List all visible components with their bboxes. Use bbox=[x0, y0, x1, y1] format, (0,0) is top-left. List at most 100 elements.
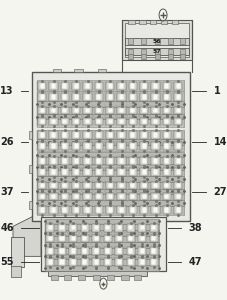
Bar bbox=[73, 158, 79, 164]
Bar bbox=[92, 224, 100, 232]
Text: 46: 46 bbox=[0, 223, 14, 233]
Bar bbox=[152, 158, 158, 164]
Bar bbox=[118, 132, 124, 138]
Bar bbox=[175, 169, 180, 175]
Bar bbox=[47, 248, 53, 254]
Bar bbox=[125, 38, 188, 45]
Bar bbox=[118, 158, 124, 164]
Bar bbox=[98, 69, 106, 72]
Bar bbox=[38, 82, 46, 90]
Bar bbox=[49, 168, 57, 176]
Bar bbox=[107, 183, 112, 188]
Bar bbox=[94, 206, 102, 214]
Bar bbox=[154, 38, 159, 44]
Bar bbox=[118, 194, 124, 199]
Bar bbox=[163, 194, 169, 199]
Bar bbox=[117, 93, 125, 100]
Bar bbox=[47, 236, 53, 242]
Bar bbox=[84, 108, 90, 113]
Bar bbox=[141, 83, 146, 89]
Bar bbox=[38, 93, 46, 100]
Bar bbox=[106, 182, 114, 189]
Bar bbox=[59, 225, 64, 230]
Bar bbox=[36, 155, 183, 167]
Bar bbox=[29, 131, 32, 139]
Bar bbox=[173, 157, 181, 165]
Bar bbox=[46, 224, 54, 232]
Bar bbox=[62, 194, 67, 199]
Bar bbox=[72, 142, 80, 150]
Bar bbox=[83, 131, 91, 139]
Bar bbox=[116, 236, 121, 242]
Bar bbox=[118, 207, 124, 213]
Bar bbox=[44, 242, 159, 248]
Bar bbox=[116, 259, 121, 265]
Bar bbox=[152, 118, 158, 124]
Bar bbox=[141, 183, 146, 188]
Bar bbox=[125, 48, 188, 55]
Bar bbox=[103, 224, 111, 232]
Bar bbox=[36, 139, 183, 145]
Bar bbox=[51, 158, 56, 164]
Bar bbox=[173, 182, 181, 189]
Bar bbox=[151, 82, 159, 90]
Bar bbox=[118, 169, 124, 175]
Bar bbox=[127, 38, 132, 44]
Bar bbox=[152, 194, 158, 199]
Bar bbox=[94, 142, 102, 150]
Bar bbox=[151, 206, 159, 214]
Bar bbox=[151, 259, 156, 265]
Bar bbox=[127, 54, 132, 59]
Bar bbox=[151, 182, 159, 189]
Bar bbox=[151, 118, 159, 125]
Bar bbox=[29, 165, 32, 173]
Bar bbox=[51, 108, 56, 113]
Bar bbox=[44, 233, 159, 244]
Bar bbox=[130, 118, 135, 124]
Bar bbox=[168, 38, 173, 44]
Bar bbox=[154, 54, 159, 59]
Bar bbox=[152, 132, 158, 138]
Bar bbox=[51, 183, 56, 188]
Bar bbox=[49, 206, 57, 214]
Bar bbox=[96, 94, 101, 100]
Bar bbox=[171, 20, 177, 24]
Bar bbox=[36, 101, 183, 107]
Bar bbox=[175, 143, 180, 149]
Bar bbox=[115, 224, 123, 232]
Bar bbox=[107, 132, 112, 138]
Bar bbox=[138, 20, 145, 24]
Bar bbox=[138, 224, 146, 232]
Bar bbox=[141, 132, 146, 138]
Bar bbox=[118, 94, 124, 100]
Bar bbox=[49, 157, 57, 165]
Bar bbox=[96, 207, 101, 213]
Bar bbox=[92, 275, 99, 281]
Bar bbox=[62, 207, 67, 213]
Bar bbox=[105, 248, 110, 254]
Bar bbox=[36, 205, 183, 215]
Bar bbox=[73, 183, 79, 188]
Bar bbox=[84, 158, 90, 164]
Bar bbox=[163, 158, 169, 164]
Bar bbox=[61, 168, 69, 176]
Bar bbox=[82, 259, 87, 265]
Bar bbox=[173, 118, 181, 125]
Bar bbox=[39, 143, 45, 149]
Bar bbox=[96, 118, 101, 124]
Bar bbox=[83, 168, 91, 176]
Bar bbox=[36, 130, 183, 140]
Bar bbox=[173, 142, 181, 150]
Bar bbox=[117, 106, 125, 114]
Bar bbox=[173, 168, 181, 176]
Bar bbox=[106, 193, 114, 200]
Bar bbox=[94, 93, 102, 100]
Bar bbox=[94, 168, 102, 176]
Bar bbox=[141, 143, 146, 149]
Bar bbox=[163, 207, 169, 213]
Bar bbox=[128, 142, 136, 150]
Bar bbox=[149, 258, 157, 266]
Bar bbox=[140, 142, 148, 150]
Bar bbox=[59, 248, 64, 254]
Bar bbox=[140, 206, 148, 214]
